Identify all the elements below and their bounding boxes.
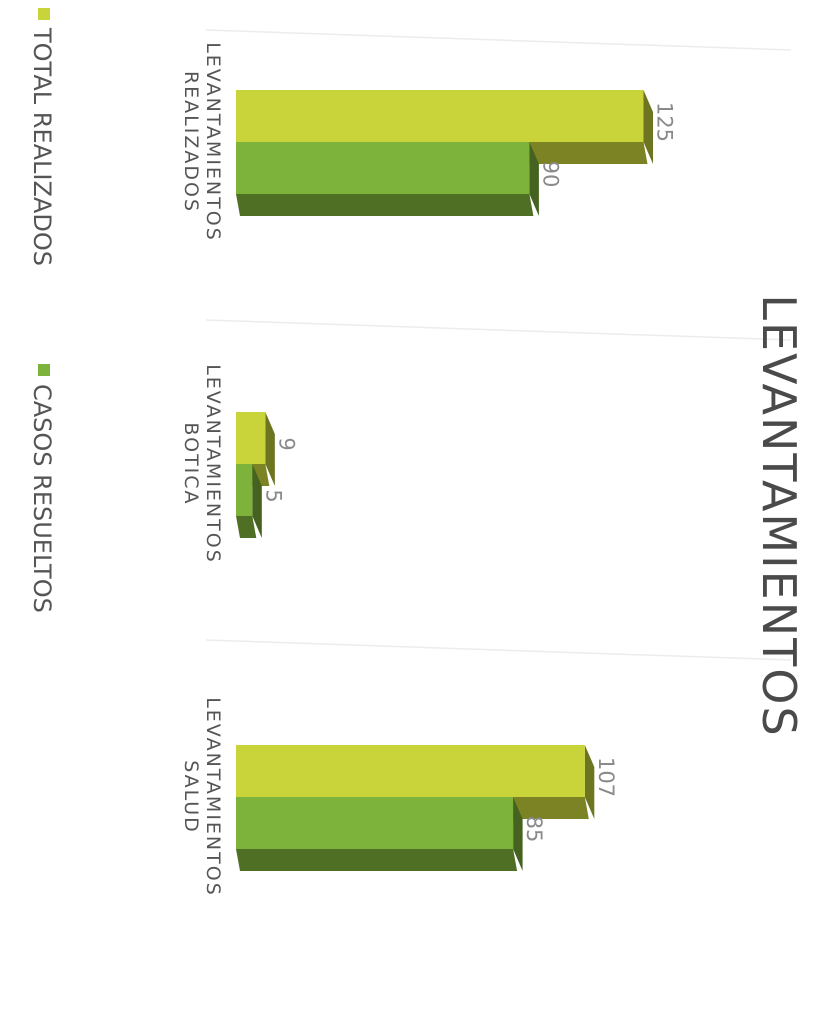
bar-top — [513, 797, 523, 871]
value-label: 107 — [594, 757, 618, 797]
category-label: LEVANTAMIENTOSREALIZADOS — [180, 42, 224, 242]
value-label: 85 — [522, 816, 546, 843]
bar-front — [236, 90, 644, 142]
category-label-line: LEVANTAMIENTOS — [202, 42, 224, 242]
bar-front — [236, 142, 530, 194]
bar-front — [236, 797, 514, 849]
bar-top — [252, 464, 262, 538]
chart-title: LEVANTAMIENTOS — [752, 294, 806, 737]
legend-label: CASOS RESUELTOS — [28, 384, 56, 613]
bar-side — [236, 516, 257, 538]
bar-front — [236, 412, 266, 464]
category-label-line: SALUD — [180, 760, 202, 834]
category-label-line: REALIZADOS — [180, 71, 202, 213]
value-label: 90 — [538, 161, 562, 188]
bar-side — [236, 194, 534, 216]
category-labels: LEVANTAMIENTOSREALIZADOSLEVANTAMIENTOSBO… — [180, 42, 224, 897]
category-label: LEVANTAMIENTOSBOTICA — [180, 364, 224, 564]
category-label-line: LEVANTAMIENTOS — [202, 364, 224, 564]
category-label-line: LEVANTAMIENTOS — [202, 697, 224, 897]
bar-side — [236, 849, 518, 871]
bar-top — [265, 412, 275, 486]
gridline — [205, 29, 792, 51]
bar-top — [643, 90, 653, 164]
gridlines — [205, 29, 792, 661]
value-label: 125 — [653, 102, 677, 142]
value-label: 5 — [261, 489, 285, 502]
bars-group: 125 90 9 5 107 85 — [235, 90, 677, 871]
category-label-line: BOTICA — [180, 422, 202, 505]
bar-top — [584, 745, 595, 819]
legend-swatch — [38, 364, 50, 376]
value-label: 9 — [274, 437, 298, 450]
gridline — [205, 319, 792, 341]
bar-front — [236, 745, 585, 797]
legend-swatch — [38, 8, 50, 20]
bar-front — [235, 464, 253, 516]
legend: TOTAL REALIZADOS CASOS RESUELTOS — [28, 8, 56, 613]
bar-top — [529, 142, 539, 216]
gridline — [205, 639, 792, 661]
category-label: LEVANTAMIENTOSSALUD — [180, 697, 224, 897]
legend-label: TOTAL REALIZADOS — [28, 27, 56, 266]
